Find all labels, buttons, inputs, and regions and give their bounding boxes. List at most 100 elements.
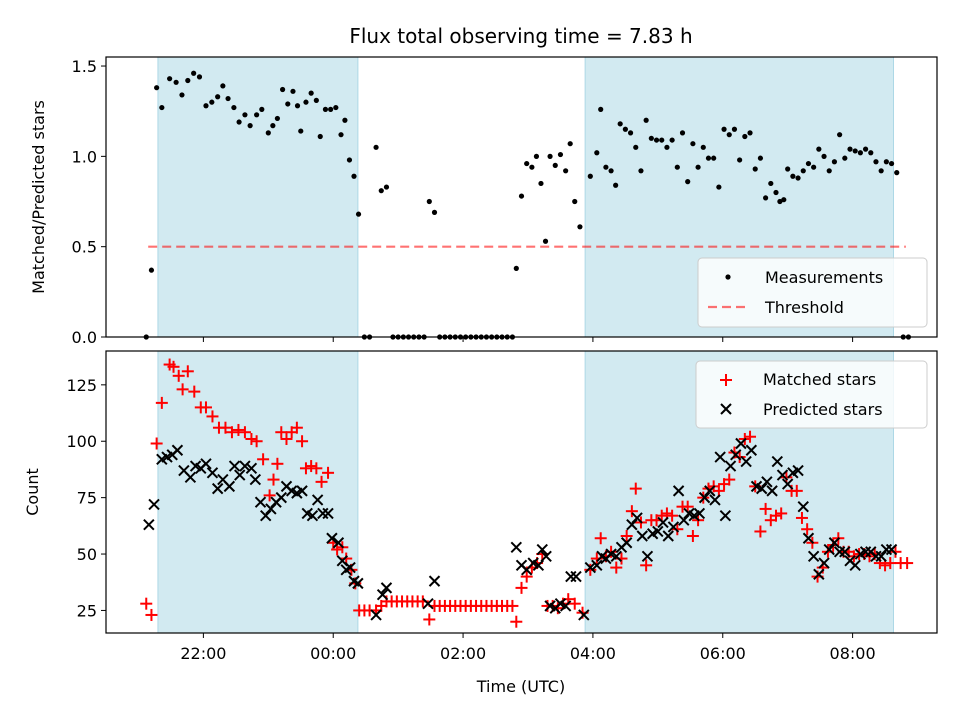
measurement-point [563, 168, 569, 174]
predicted-point [839, 546, 851, 558]
measurement-point [826, 168, 832, 174]
measurement-point [294, 103, 301, 109]
predicted-point [352, 577, 364, 590]
measurements-legend-marker [725, 274, 731, 280]
matched-point [181, 365, 194, 378]
predicted-point [828, 537, 841, 549]
measurement-point [572, 198, 578, 205]
measurement-point [837, 132, 843, 138]
measurement-point [351, 173, 357, 179]
measurement-point [685, 179, 691, 185]
measurement-point [638, 168, 644, 174]
matched-point [744, 430, 757, 443]
matched-point [889, 545, 902, 558]
predicted-point [724, 460, 737, 472]
predicted-point [370, 609, 382, 621]
matched-point [331, 543, 344, 556]
predicted-point [584, 561, 597, 574]
predicted-point [626, 519, 638, 531]
ratio-legend: Measurements Threshold [697, 257, 928, 328]
predicted-point [380, 582, 393, 594]
predicted-point [296, 485, 308, 497]
predicted-point [885, 543, 898, 556]
measurement-point [196, 74, 203, 80]
predicted-point [245, 462, 258, 475]
predicted-point [206, 467, 219, 479]
ratio-y-ticks: 0.0 0.5 1.0 1.5 [72, 57, 106, 347]
measurement-point [254, 112, 260, 118]
measurement-point [191, 70, 197, 76]
measurement-point [785, 166, 791, 172]
predicted-point [275, 491, 287, 504]
matched-point [795, 511, 808, 524]
predicted-point [880, 543, 893, 556]
measurement-point [726, 132, 732, 138]
predicted-point [422, 597, 434, 610]
measurement-point [173, 79, 179, 85]
predicted-point [317, 507, 329, 520]
predicted-point [776, 469, 789, 481]
predicted-point [792, 464, 804, 477]
y-tick-label: 1.5 [72, 57, 97, 76]
predicted-point [704, 485, 716, 497]
measurement-point [577, 224, 583, 230]
measurement-point [373, 144, 379, 150]
measurement-point [643, 117, 649, 123]
predicted-point [265, 503, 277, 515]
matched-legend-marker [720, 374, 732, 386]
predicted-point [735, 437, 747, 450]
matched-point [775, 507, 788, 520]
predicted-point [833, 546, 846, 558]
measurement-point [852, 148, 858, 154]
measurement-point [225, 95, 231, 102]
measurement-point [800, 168, 806, 174]
measurement-point [617, 121, 623, 127]
x-tick-label: 22:00 [180, 644, 226, 663]
x-axis-label: Time (UTC) [476, 677, 565, 696]
measurement-point [270, 123, 276, 129]
measurement-point [622, 126, 628, 132]
matched-point [245, 432, 258, 445]
matched-point [299, 462, 312, 475]
measurement-point [587, 173, 593, 179]
matched-point [225, 426, 238, 439]
predicted-point [771, 455, 783, 468]
matched-legend-label: Matched stars [763, 370, 876, 389]
measurement-point [695, 164, 701, 170]
measurement-point [231, 104, 237, 111]
matched-point [754, 525, 767, 538]
matched-point [901, 557, 914, 570]
predicted-legend-marker [720, 403, 732, 415]
measurement-point [303, 99, 309, 105]
predicted-point [570, 570, 582, 583]
measurement-point [777, 198, 783, 205]
measurement-point [721, 126, 727, 132]
matched-point [640, 559, 653, 572]
measurement-point [633, 144, 639, 150]
matched-point [176, 383, 189, 396]
y-tick-label: 1.0 [72, 147, 97, 166]
measurement-point [220, 83, 226, 89]
measurement-point [247, 123, 253, 129]
predicted-point [662, 530, 674, 542]
measurement-point [608, 168, 614, 174]
matched-point [296, 435, 309, 448]
measurement-point [811, 164, 817, 170]
predicted-point [536, 543, 548, 556]
measurement-point [431, 209, 438, 215]
predicted-point [761, 476, 773, 488]
predicted-point [870, 550, 882, 563]
measurement-point [215, 94, 221, 100]
measurement-point [236, 119, 242, 125]
predicted-point [745, 444, 758, 456]
count-panel: 25 50 75 100 125 22:00 00:00 02:00 04:00 06:00 08… [23, 350, 938, 696]
predicted-point [678, 514, 690, 526]
predicted-point [376, 588, 389, 601]
measurement-point [737, 157, 743, 163]
predicted-point [311, 494, 324, 506]
measurement-point [378, 188, 384, 194]
measurement-point [355, 211, 362, 217]
measurement-point [747, 130, 753, 136]
matched-point [305, 460, 318, 473]
measurement-point [883, 159, 889, 165]
